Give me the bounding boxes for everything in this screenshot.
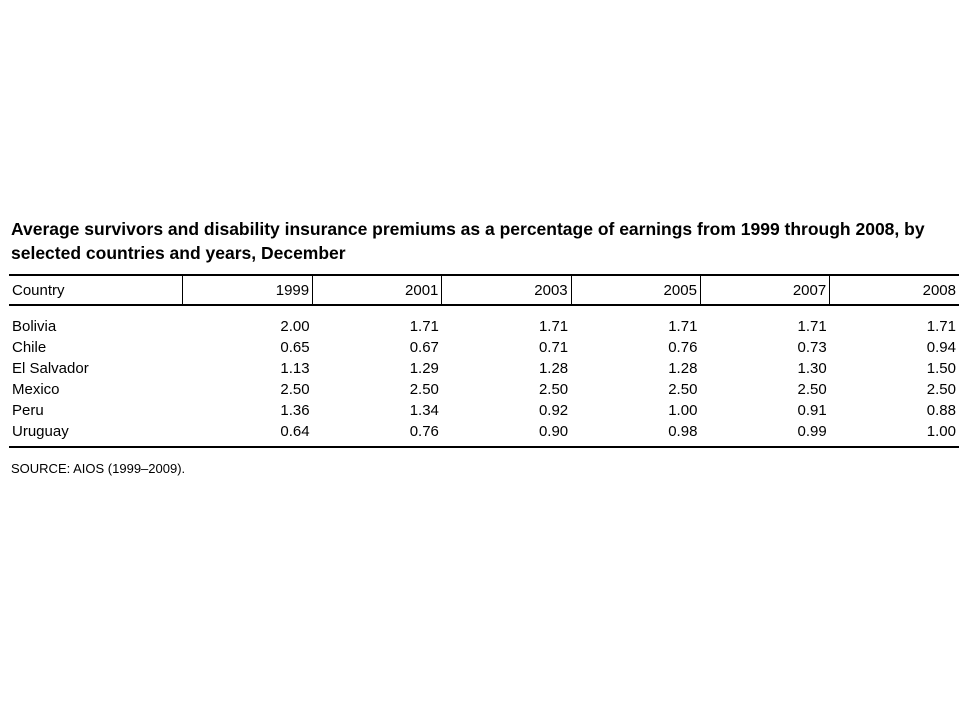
country-cell: Chile [12, 339, 47, 356]
column-header-year: 2003 [441, 275, 572, 305]
value-cell: 1.28 [668, 360, 698, 377]
header-row: Country 1999 2001 2003 2005 2007 2008 [9, 275, 959, 305]
value-cell: 1.71 [538, 318, 569, 335]
country-cell: Peru [12, 402, 44, 419]
value-cell: 0.64 [280, 423, 310, 440]
country-cell: Mexico [12, 381, 60, 398]
table-row: Chile 0.65 0.67 0.71 0.76 0.73 0.94 [9, 337, 959, 358]
value-cell: 2.50 [926, 381, 956, 398]
table-row: Peru 1.36 1.34 0.92 1.00 0.91 0.88 [9, 400, 959, 421]
value-cell: 0.92 [538, 402, 569, 419]
value-cell: 1.30 [797, 360, 827, 377]
value-cell: 0.76 [668, 339, 698, 356]
country-cell: El Salvador [12, 360, 89, 377]
value-cell: 0.91 [797, 402, 827, 419]
country-cell: Uruguay [12, 423, 69, 440]
column-header-year: 1999 [182, 275, 314, 305]
column-header-year: 2007 [700, 275, 831, 305]
value-cell: 2.00 [280, 318, 310, 335]
value-cell: 1.71 [409, 318, 439, 335]
table-row: Bolivia 2.00 1.71 1.71 1.71 1.71 1.71 [9, 305, 959, 337]
value-cell: 1.50 [926, 360, 956, 377]
column-header-year: 2005 [571, 275, 701, 305]
value-cell: 1.71 [797, 318, 827, 335]
table-row: Mexico 2.50 2.50 2.50 2.50 2.50 2.50 [9, 379, 959, 400]
source-note: SOURCE: AIOS (1999–2009). [11, 461, 186, 476]
column-header-year: 2008 [922, 281, 956, 299]
table-row: El Salvador 1.13 1.29 1.28 1.28 1.30 1.5… [9, 358, 959, 379]
value-cell: 0.99 [797, 423, 827, 440]
value-cell: 0.67 [409, 339, 439, 356]
value-cell: 0.76 [409, 423, 439, 440]
premiums-table: Country 1999 2001 2003 2005 2007 2008 Bo… [9, 274, 959, 448]
table-title: Average survivors and disability insuran… [11, 219, 925, 263]
value-cell: 0.73 [797, 339, 827, 356]
column-header-year: 2001 [312, 275, 443, 305]
value-cell: 1.71 [926, 318, 956, 335]
value-cell: 1.00 [926, 423, 956, 440]
value-cell: 2.50 [538, 381, 569, 398]
column-header-country: Country [9, 275, 183, 305]
value-cell: 2.50 [668, 381, 698, 398]
value-cell: 0.90 [538, 423, 569, 440]
value-cell: 1.29 [409, 360, 439, 377]
premiums-table-container: Country 1999 2001 2003 2005 2007 2008 Bo… [9, 274, 959, 448]
value-cell: 1.71 [668, 318, 698, 335]
value-cell: 1.34 [409, 402, 439, 419]
value-cell: 1.28 [538, 360, 569, 377]
value-cell: 0.94 [926, 339, 956, 356]
value-cell: 1.00 [668, 402, 698, 419]
table-header: Country 1999 2001 2003 2005 2007 2008 [9, 275, 959, 305]
value-cell: 2.50 [409, 381, 439, 398]
value-cell: 0.98 [668, 423, 698, 440]
value-cell: 2.50 [280, 381, 310, 398]
country-cell: Bolivia [12, 318, 57, 335]
value-cell: 0.65 [280, 339, 310, 356]
table-body: Bolivia 2.00 1.71 1.71 1.71 1.71 1.71 Ch… [9, 305, 959, 447]
value-cell: 1.36 [280, 402, 310, 419]
value-cell: 0.71 [538, 339, 569, 356]
table-row: Uruguay 0.64 0.76 0.90 0.98 0.99 1.00 [9, 421, 959, 447]
value-cell: 0.88 [926, 402, 956, 419]
value-cell: 1.13 [280, 360, 310, 377]
value-cell: 2.50 [797, 381, 827, 398]
